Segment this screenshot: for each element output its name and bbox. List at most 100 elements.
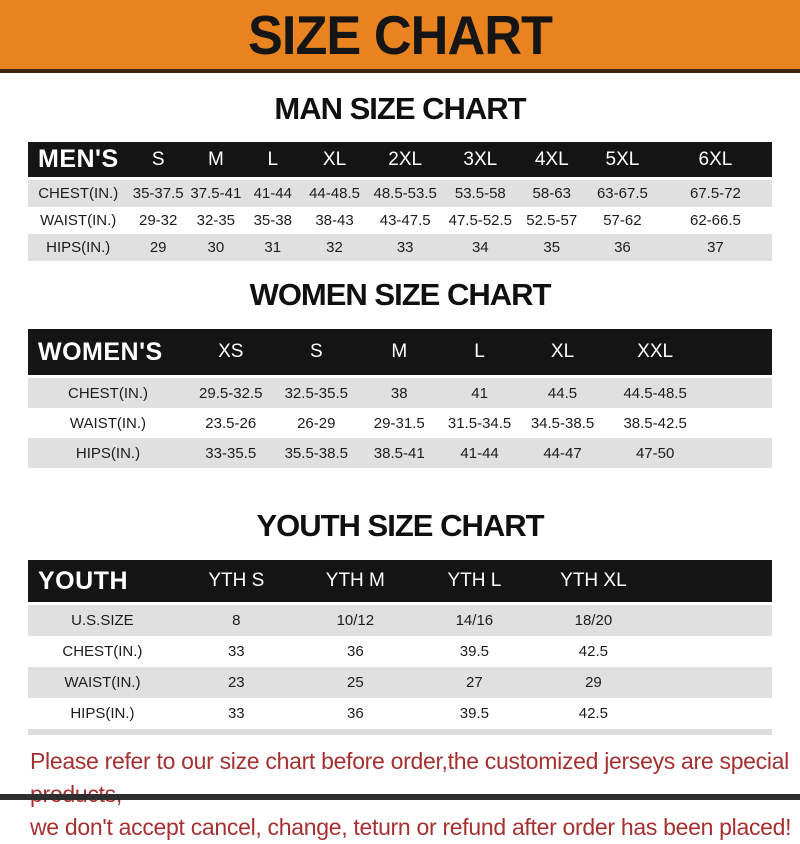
size-chart-banner: SIZE CHART bbox=[0, 0, 800, 73]
size-cell: 38.5-41 bbox=[359, 438, 440, 468]
man-section-heading: MAN SIZE CHART bbox=[274, 91, 526, 126]
size-cell: 44.5 bbox=[519, 376, 606, 408]
size-cell: 29.5-32.5 bbox=[187, 376, 274, 408]
banner-title: SIZE CHART bbox=[248, 3, 553, 66]
size-cell: 37.5-41 bbox=[187, 178, 244, 207]
size-cell: 29-31.5 bbox=[373, 414, 425, 432]
table-row: WAIST(IN.) 23 25 27 29 bbox=[28, 667, 772, 698]
cell-spacer bbox=[653, 636, 772, 667]
size-cell: 34 bbox=[443, 234, 518, 261]
size-cell: 42.5 bbox=[578, 643, 608, 660]
measure-label: U.S.SIZE bbox=[28, 603, 177, 636]
size-cell: 67.5-72 bbox=[658, 178, 772, 207]
size-cell: 25 bbox=[295, 667, 415, 698]
size-cell: 26-29 bbox=[297, 414, 336, 432]
youth-header-row: YOUTH YTH S YTH M YTH L YTH XL bbox=[28, 560, 772, 605]
cell-spacer bbox=[704, 376, 772, 408]
size-cell: 37 bbox=[658, 234, 772, 261]
size-column-header: M bbox=[359, 329, 440, 378]
size-cell: 38.5-42.5 bbox=[623, 414, 687, 432]
table-row: CHEST(IN.) 29.5-32.5 32.5-35.5 38 41 44.… bbox=[28, 376, 772, 408]
bottom-divider-bar bbox=[0, 794, 800, 800]
size-cell: 33 bbox=[227, 643, 245, 660]
men-header-row: MEN'S S M L XL 2XL 3XL 4XL 5XL 6XL bbox=[28, 142, 772, 180]
size-cell: 31.5-34.5 bbox=[447, 414, 512, 432]
size-cell: 52.5-57 bbox=[526, 212, 578, 229]
size-cell: 29 bbox=[533, 667, 653, 698]
order-policy-line1: Please refer to our size chart before or… bbox=[30, 748, 789, 807]
measure-label: WAIST(IN.) bbox=[28, 667, 177, 698]
measure-label: WAIST(IN.) bbox=[40, 212, 117, 229]
size-column-header: XXL bbox=[605, 329, 705, 378]
table-row: CHEST(IN.) 35-37.5 37.5-41 41-44 44-48.5… bbox=[28, 178, 772, 207]
size-cell: 63-67.5 bbox=[585, 178, 659, 207]
size-cell: 38 bbox=[359, 376, 440, 408]
cell-spacer bbox=[652, 667, 772, 698]
measure-label: WAIST(IN.) bbox=[69, 414, 147, 432]
size-cell: 34.5-38.5 bbox=[530, 414, 595, 432]
table-row: HIPS(IN.) 29 30 31 32 33 34 35 36 37 bbox=[28, 234, 772, 261]
size-cell: 47.5-52.5 bbox=[448, 212, 513, 229]
size-cell: 10/12 bbox=[295, 603, 415, 636]
youth-size-table: YOUTH YTH S YTH M YTH L YTH XL U.S.SIZE … bbox=[28, 560, 772, 735]
size-cell: 27 bbox=[414, 667, 534, 698]
size-column-header: 5XL bbox=[585, 142, 659, 180]
size-cell: 30 bbox=[187, 234, 244, 261]
men-size-table: MEN'S S M L XL 2XL 3XL 4XL 5XL 6XL CHEST… bbox=[28, 142, 772, 261]
size-cell: 35-38 bbox=[253, 212, 292, 229]
size-cell: 38-43 bbox=[315, 212, 354, 229]
women-header-label: WOMEN'S bbox=[28, 329, 188, 378]
size-cell: 41 bbox=[439, 376, 520, 408]
size-column-header: L bbox=[243, 142, 302, 180]
size-cell: 57-62 bbox=[603, 212, 642, 229]
size-cell: 41-44 bbox=[439, 438, 520, 468]
header-spacer bbox=[652, 560, 772, 605]
cell-spacer bbox=[705, 408, 772, 438]
size-column-header: XL bbox=[519, 329, 606, 378]
size-column-header: M bbox=[187, 142, 244, 180]
size-cell: 36 bbox=[585, 234, 659, 261]
size-column-header: S bbox=[273, 329, 360, 378]
size-cell: 23 bbox=[176, 667, 296, 698]
women-size-table: WOMEN'S XS S M L XL XXL CHEST(IN.) 29.5-… bbox=[28, 329, 772, 468]
size-cell: 29-32 bbox=[139, 212, 178, 229]
men-header-label: MEN'S bbox=[28, 142, 129, 180]
size-cell: 35-37.5 bbox=[128, 178, 188, 207]
women-header-row: WOMEN'S XS S M L XL XXL bbox=[28, 329, 772, 378]
size-column-header: YTH S bbox=[176, 560, 296, 605]
size-cell: 42.5 bbox=[578, 705, 608, 722]
size-cell: 44-47 bbox=[519, 438, 606, 468]
size-cell: 48.5-53.5 bbox=[367, 178, 444, 207]
size-cell: 62-66.5 bbox=[689, 212, 741, 229]
table-row: HIPS(IN.) 33 36 39.5 42.5 bbox=[28, 698, 772, 732]
size-cell: 35.5-38.5 bbox=[273, 438, 360, 468]
size-cell: 58-63 bbox=[517, 178, 586, 207]
cell-spacer bbox=[704, 438, 772, 468]
size-cell: 39.5 bbox=[459, 705, 489, 722]
size-column-header: 6XL bbox=[658, 142, 772, 180]
youth-header-label: YOUTH bbox=[28, 560, 177, 605]
table-row: WAIST(IN.) 23.5-26 26-29 29-31.5 31.5-34… bbox=[28, 408, 772, 438]
cell-spacer bbox=[652, 603, 772, 636]
size-cell: 32.5-35.5 bbox=[273, 376, 360, 408]
table-row: HIPS(IN.) 33-35.5 35.5-38.5 38.5-41 41-4… bbox=[28, 438, 772, 468]
size-cell: 44-48.5 bbox=[301, 178, 368, 207]
size-column-header: 3XL bbox=[443, 142, 518, 180]
measure-label: CHEST(IN.) bbox=[28, 178, 129, 207]
size-cell: 29 bbox=[128, 234, 188, 261]
size-cell: 35 bbox=[517, 234, 586, 261]
size-cell: 44.5-48.5 bbox=[605, 376, 705, 408]
measure-label: CHEST(IN.) bbox=[28, 376, 188, 408]
size-cell: 53.5-58 bbox=[443, 178, 518, 207]
table-row: CHEST(IN.) 33 36 39.5 42.5 bbox=[28, 636, 772, 667]
size-cell: 43-47.5 bbox=[379, 212, 431, 229]
size-column-header: L bbox=[439, 329, 520, 378]
measure-label: HIPS(IN.) bbox=[70, 705, 135, 722]
cell-spacer bbox=[653, 698, 772, 732]
size-cell: 33 bbox=[227, 705, 245, 722]
size-column-header: YTH M bbox=[295, 560, 415, 605]
size-column-header: 4XL bbox=[517, 142, 586, 180]
size-cell: 32 bbox=[301, 234, 368, 261]
size-cell: 18/20 bbox=[533, 603, 653, 636]
women-section-heading: WOMEN SIZE CHART bbox=[249, 277, 552, 312]
